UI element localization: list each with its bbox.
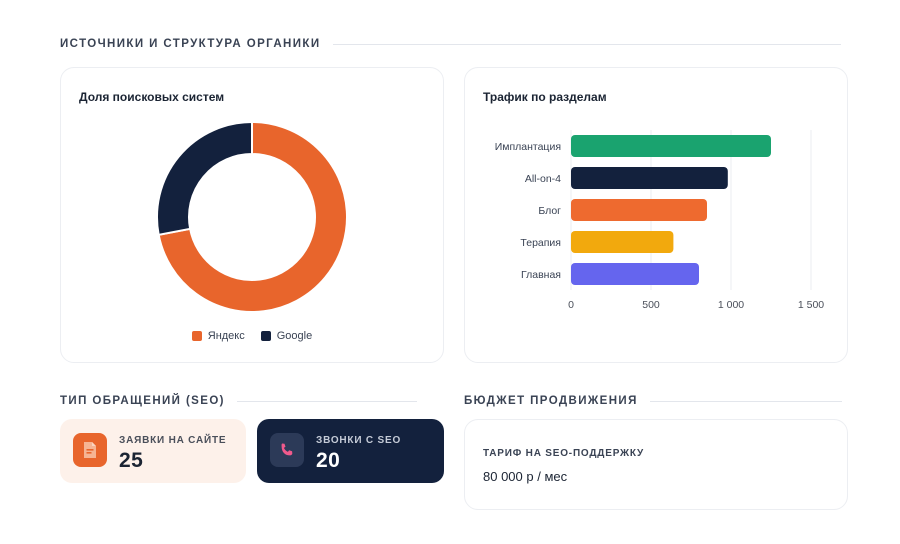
category-label: Главная bbox=[521, 269, 561, 281]
bar-3[interactable] bbox=[571, 231, 674, 253]
donut-slice-yandex[interactable] bbox=[157, 120, 348, 313]
stat-site-requests-label: ЗАЯВКИ НА САЙТЕ bbox=[119, 435, 227, 446]
bar-1[interactable] bbox=[571, 167, 728, 189]
section-divider bbox=[649, 400, 842, 402]
document-icon bbox=[73, 433, 107, 467]
section-divider bbox=[332, 43, 841, 45]
section-title-budget-text: БЮДЖЕТ ПРОДВИЖЕНИЯ bbox=[464, 395, 638, 407]
search-share-title: Доля поисковых систем bbox=[79, 90, 225, 104]
category-label: All-on-4 bbox=[525, 173, 561, 185]
search-share-card: Доля поисковых систем Яндекс Google bbox=[60, 67, 444, 363]
section-divider bbox=[236, 400, 417, 402]
stat-seo-calls-label: ЗВОНКИ С SEO bbox=[316, 435, 402, 446]
category-label: Блог bbox=[538, 205, 561, 217]
category-label: Имплантация bbox=[495, 141, 561, 153]
stat-site-requests-value: 25 bbox=[119, 449, 144, 472]
section-title-organic: ИСТОЧНИКИ И СТРУКТУРА ОРГАНИКИ bbox=[60, 38, 841, 50]
stat-site-requests: ЗАЯВКИ НА САЙТЕ 25 bbox=[60, 419, 246, 483]
section-title-organic-text: ИСТОЧНИКИ И СТРУКТУРА ОРГАНИКИ bbox=[60, 38, 321, 50]
legend-swatch-google bbox=[260, 331, 271, 341]
stat-seo-calls-value: 20 bbox=[316, 449, 341, 472]
section-title-budget: БЮДЖЕТ ПРОДВИЖЕНИЯ bbox=[464, 395, 842, 407]
x-tick-label: 1 000 bbox=[718, 299, 744, 311]
x-tick-label: 1 500 bbox=[798, 299, 824, 311]
bar-0[interactable] bbox=[571, 135, 771, 157]
x-tick-label: 500 bbox=[642, 299, 660, 311]
traffic-by-section-card: Трафик по разделам 0 500 1 000 1 500 Имплант… bbox=[464, 67, 848, 363]
budget-card: ТАРИФ НА SEO-ПОДДЕРЖКУ 80 000 р / мес bbox=[464, 419, 848, 510]
bar-4[interactable] bbox=[571, 263, 699, 285]
donut-legend: Яндекс Google bbox=[61, 330, 443, 342]
phone-icon bbox=[270, 433, 304, 467]
category-label: Терапия bbox=[520, 237, 561, 249]
legend-item-yandex[interactable]: Яндекс bbox=[191, 330, 245, 342]
budget-value: 80 000 р / мес bbox=[483, 469, 568, 484]
traffic-by-section-title: Трафик по разделам bbox=[483, 90, 607, 104]
bar-chart: 0 500 1 000 1 500 Имплантация All-on-4 Блог Тер… bbox=[495, 130, 824, 311]
legend-item-google[interactable]: Google bbox=[260, 330, 313, 342]
section-title-requests-text: ТИП ОБРАЩЕНИЙ (SEO) bbox=[60, 395, 225, 407]
budget-label: ТАРИФ НА SEO-ПОДДЕРЖКУ bbox=[483, 448, 645, 459]
donut-chart bbox=[156, 120, 348, 313]
x-tick-label: 0 bbox=[568, 299, 574, 311]
stat-seo-calls: ЗВОНКИ С SEO 20 bbox=[257, 419, 444, 483]
donut-slice-google[interactable] bbox=[156, 120, 253, 236]
bar-2[interactable] bbox=[571, 199, 707, 221]
legend-swatch-yandex bbox=[191, 331, 202, 341]
legend-label-yandex: Яндекс bbox=[207, 330, 245, 342]
legend-label-google: Google bbox=[276, 330, 313, 342]
section-title-requests: ТИП ОБРАЩЕНИЙ (SEO) bbox=[60, 395, 417, 407]
